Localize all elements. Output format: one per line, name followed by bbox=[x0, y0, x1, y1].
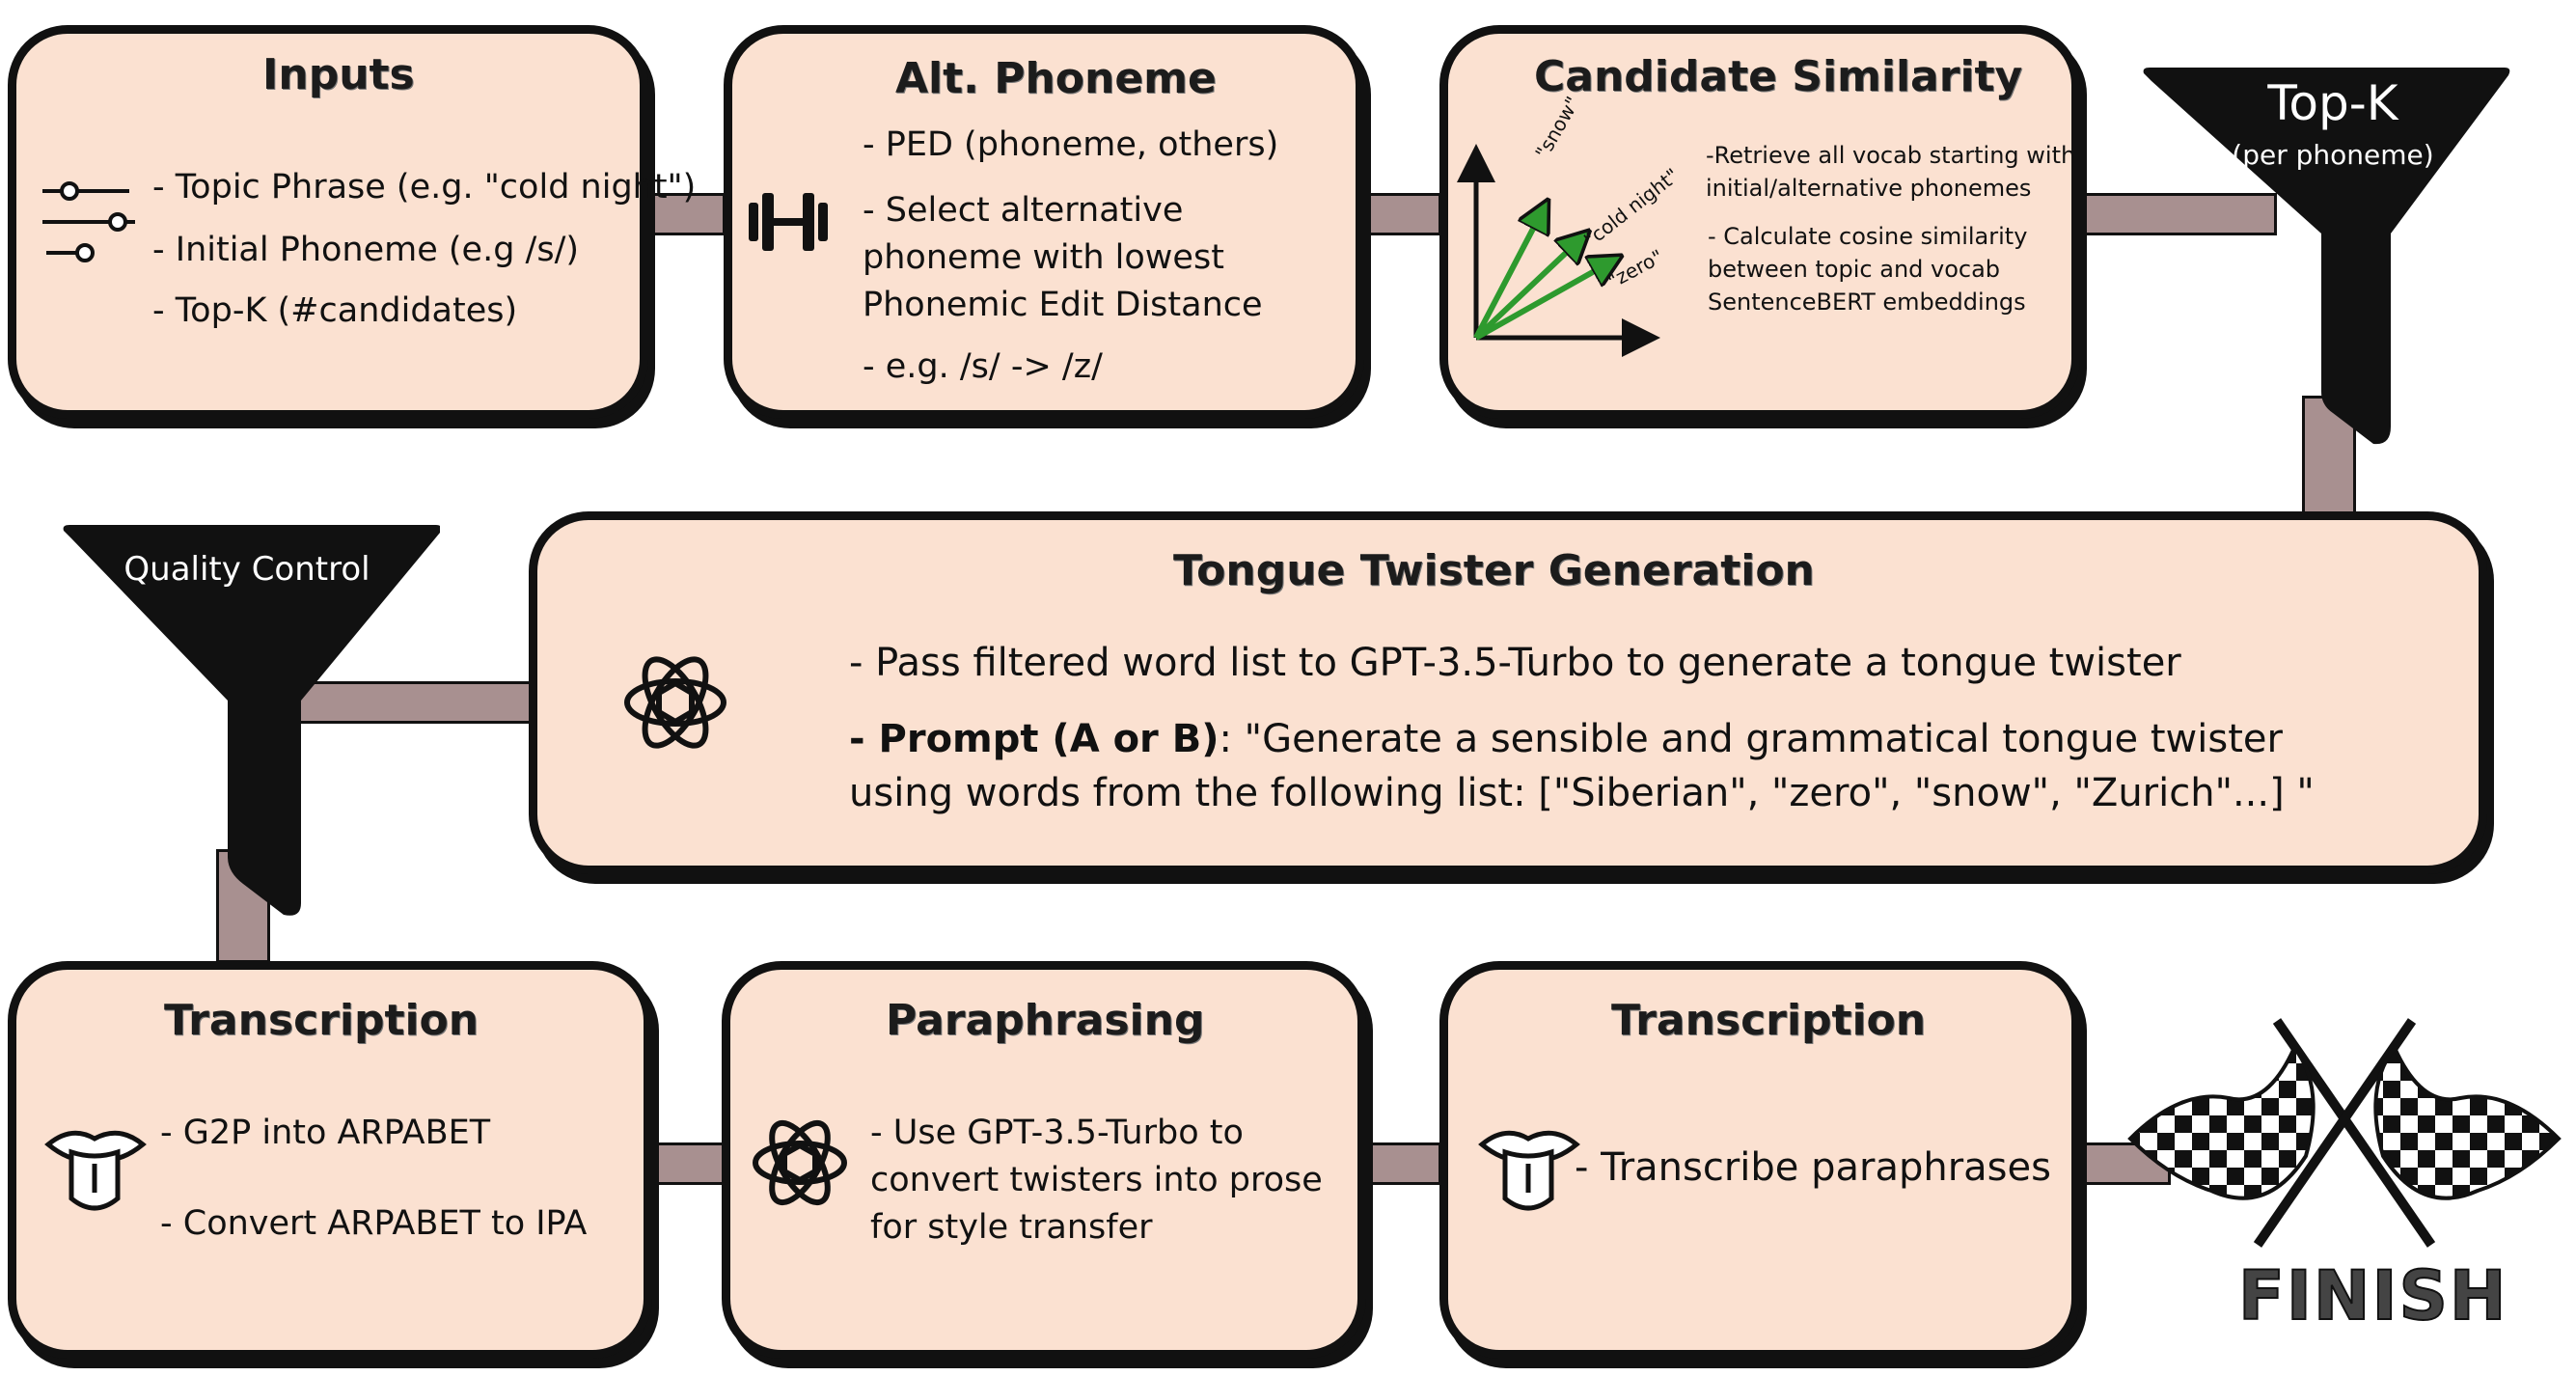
checkered-flags-icon bbox=[2127, 1018, 2562, 1248]
paraphrasing-item-convert: - Use GPT-3.5-Turbo to convert twisters … bbox=[870, 1114, 1323, 1247]
mouth-tongue-icon bbox=[1478, 1130, 1580, 1211]
vector-plot-icon bbox=[1457, 144, 1660, 357]
inputs-title: Inputs bbox=[262, 50, 415, 99]
transcription1-item-ipa: - Convert ARPABET to IPA bbox=[160, 1204, 588, 1243]
generation-box bbox=[529, 511, 2487, 874]
openai-logo-icon bbox=[624, 656, 726, 749]
finish-label: FINISH bbox=[2237, 1255, 2508, 1336]
topk-title: Top-K bbox=[2267, 75, 2398, 131]
paraphrasing-title: Paraphrasing bbox=[886, 996, 1205, 1045]
generation-line-pass: - Pass filtered word list to GPT-3.5-Tur… bbox=[849, 641, 2181, 685]
similarity-item-retrieve-1: -Retrieve all vocab starting with bbox=[1706, 142, 2076, 169]
inputs-item-topk: - Top-K (#candidates) bbox=[152, 291, 518, 330]
generation-prompt-text: : "Generate a sensible and grammatical t… bbox=[849, 717, 2315, 815]
transcription2-item-paraphrases: - Transcribe paraphrases bbox=[1575, 1145, 2051, 1190]
similarity-item-retrieve-2: initial/alternative phonemes bbox=[1706, 175, 2032, 202]
similarity-item-cosine-2: between topic and vocab bbox=[1708, 256, 2001, 283]
connector-similarity-topk bbox=[2074, 193, 2277, 235]
generation-prompt: - Prompt (A or B): "Generate a sensible … bbox=[849, 712, 2354, 820]
alt-phoneme-title: Alt. Phoneme bbox=[895, 54, 1217, 103]
quality-control-title: Quality Control bbox=[123, 550, 370, 589]
generation-title: Tongue Twister Generation bbox=[1173, 546, 1815, 595]
transcription-title-2: Transcription bbox=[1611, 996, 1927, 1045]
alt-phoneme-item-example: - e.g. /s/ -> /z/ bbox=[863, 347, 1103, 386]
similarity-item-cosine-1: - Calculate cosine similarity bbox=[1708, 223, 2028, 250]
connector-paraphrasing-transcription bbox=[1360, 1142, 1441, 1185]
connector-transcription-paraphrasing bbox=[652, 1142, 726, 1185]
topk-subtitle: (per phoneme) bbox=[2232, 139, 2434, 171]
sliders-icon bbox=[42, 181, 135, 262]
similarity-item-cosine-3: SentenceBERT embeddings bbox=[1708, 289, 2026, 316]
alt-phoneme-item-ped: - PED (phoneme, others) bbox=[863, 125, 1279, 164]
dumbbell-icon bbox=[749, 193, 828, 251]
quality-control-funnel-icon bbox=[63, 525, 440, 916]
transcription1-item-g2p: - G2P into ARPABET bbox=[160, 1114, 491, 1152]
alt-phoneme-box bbox=[724, 25, 1364, 419]
candidate-similarity-title: Candidate Similarity bbox=[1534, 52, 2023, 101]
transcription-title-1: Transcription bbox=[164, 996, 480, 1045]
openai-logo-icon bbox=[753, 1119, 847, 1206]
topk-funnel-icon bbox=[2143, 68, 2510, 445]
generation-prompt-label: - Prompt (A or B) bbox=[849, 717, 1219, 761]
mouth-tongue-icon bbox=[44, 1130, 147, 1211]
paraphrasing-box bbox=[722, 961, 1366, 1359]
inputs-item-topic: - Topic Phrase (e.g. "cold night") bbox=[152, 168, 697, 206]
inputs-item-phoneme: - Initial Phoneme (e.g /s/) bbox=[152, 231, 580, 269]
connector-inputs-altphoneme bbox=[644, 193, 726, 235]
alt-phoneme-item-select: - Select alternative phoneme with lowest… bbox=[863, 191, 1263, 324]
connector-altphoneme-similarity bbox=[1358, 193, 1441, 235]
